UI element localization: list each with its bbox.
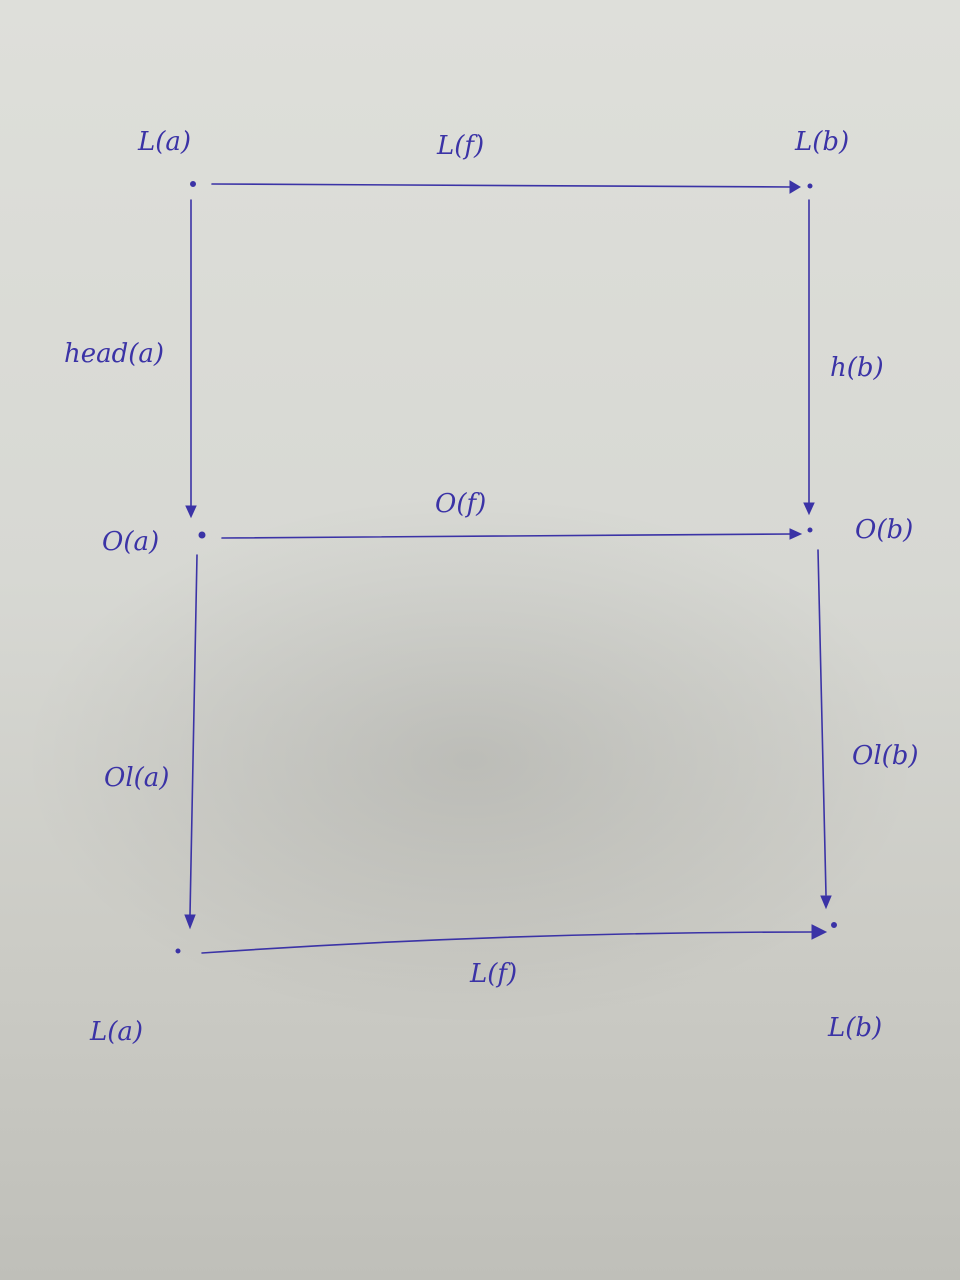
node-middle-right-label: O(b) [855,515,913,545]
arrow-left-lower-line [189,554,198,916]
node-bottom-right-label: L(b) [827,1013,882,1043]
node-bottom-left-label: L(a) [89,1017,143,1047]
arrow-top-head [789,180,801,194]
node-dot-middle-left [198,531,206,539]
node-middle-left-label: O(a) [102,527,159,557]
arrow-right-upper-label: h(b) [830,353,884,383]
arrow-bottom-line [201,931,813,954]
node-top-left-label: L(a) [137,127,191,157]
arrow-middle-label: O(f) [435,489,486,519]
arrow-left-upper-head [185,505,197,519]
node-dot-top-right [807,183,813,189]
arrow-left-lower-head [184,914,196,930]
arrow-right-lower-head [820,895,832,910]
node-top-right-label: L(b) [794,127,849,157]
arrow-bottom-label: L(f) [469,959,517,989]
node-dot-bottom-left [175,948,181,954]
node-dot-bottom-right [831,922,837,928]
node-dot-top-left [190,181,196,187]
arrow-left-upper-label: head(a) [64,339,164,369]
arrow-middle-head [789,528,803,540]
arrow-right-lower-label: Ol(b) [852,741,919,771]
arrow-bottom-head [811,924,828,940]
arrow-middle-line [221,533,793,539]
node-dot-middle-right [807,527,813,533]
arrow-right-upper-head [803,502,815,516]
arrow-top-label: L(f) [436,131,484,161]
arrow-right-lower-line [817,549,827,896]
arrow-left-lower-label: Ol(a) [104,763,169,793]
arrow-top-line [211,183,793,188]
